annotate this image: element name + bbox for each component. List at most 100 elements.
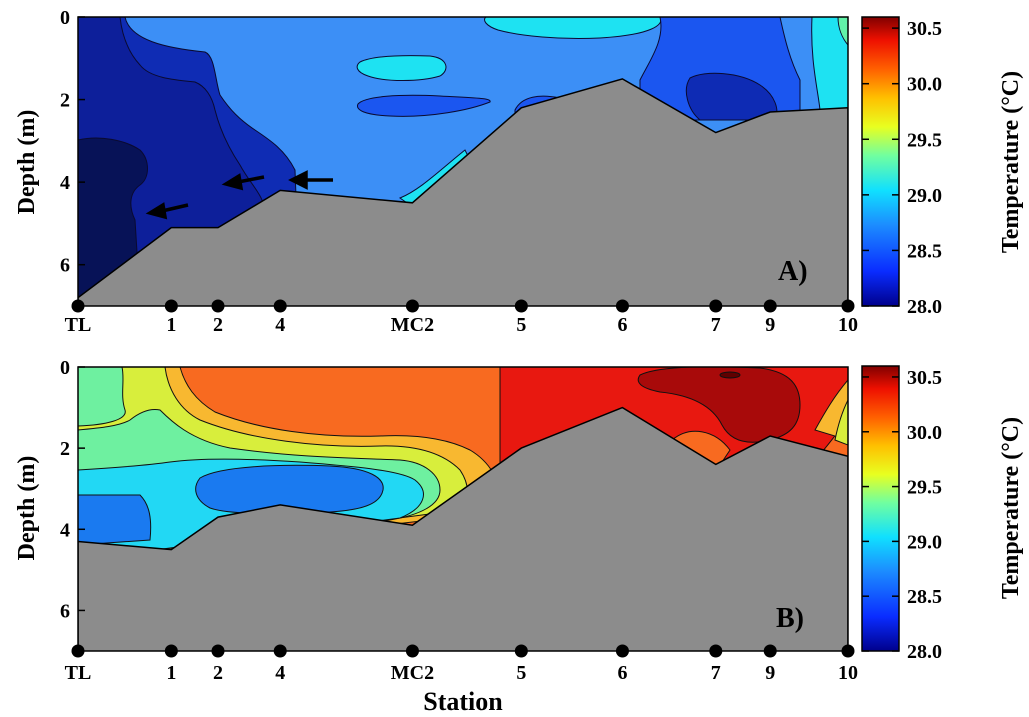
station-dot xyxy=(71,644,85,658)
y-axis-ticks: 0 2 4 6 xyxy=(60,357,85,622)
station-label: TL xyxy=(65,662,92,684)
station-label: 5 xyxy=(516,314,526,336)
colorbar-tick-label: 28.0 xyxy=(907,641,942,663)
station-label: 5 xyxy=(516,662,526,684)
station-dot xyxy=(514,299,528,313)
station-marker: 1 xyxy=(164,299,178,336)
station-axis: TL 1 2 4 MC2 5 6 7 9 10 xyxy=(65,299,858,336)
station-dot xyxy=(405,644,419,658)
colorbar-tick: 28.5 xyxy=(862,240,942,262)
station-marker: 10 xyxy=(838,299,858,336)
y-tick-label: 2 xyxy=(60,438,70,460)
arrow-annotation xyxy=(145,202,189,220)
station-marker: MC2 xyxy=(391,299,434,336)
panel-b-contours xyxy=(78,367,848,651)
colorbar-tick-label: 30.5 xyxy=(907,18,942,40)
y-tick: 6 xyxy=(60,600,85,622)
station-label: 4 xyxy=(275,662,285,684)
y-tick-label: 4 xyxy=(60,172,70,194)
station-label: MC2 xyxy=(391,662,434,684)
station-marker: 5 xyxy=(514,644,528,684)
station-marker: 5 xyxy=(514,299,528,336)
station-label: 6 xyxy=(617,662,627,684)
station-marker: 6 xyxy=(615,299,629,336)
station-dot xyxy=(709,644,723,658)
station-dot xyxy=(211,644,225,658)
station-marker: MC2 xyxy=(391,644,434,684)
x-axis-label: Station xyxy=(423,687,503,716)
y-tick: 4 xyxy=(60,172,85,194)
colorbar-ticks: 28.0 28.5 29.0 29.5 30.0 30.5 xyxy=(862,18,942,318)
station-dot xyxy=(164,299,178,313)
y-tick: 6 xyxy=(60,255,85,277)
station-label: 6 xyxy=(617,314,627,336)
y-tick-label: 6 xyxy=(60,600,70,622)
station-marker: 9 xyxy=(763,299,777,336)
station-dot xyxy=(211,299,225,313)
colorbar: 28.0 28.5 29.0 29.5 30.0 30.5 Temperature (°C… xyxy=(861,365,1024,663)
colorbar-tick: 30.5 xyxy=(862,367,942,389)
y-axis-ticks: 0 2 4 6 xyxy=(60,7,85,277)
colorbar-gradient xyxy=(861,16,900,307)
station-dot xyxy=(273,299,287,313)
station-marker: 2 xyxy=(211,644,225,684)
colorbar-tick-label: 29.0 xyxy=(907,185,942,207)
contour-fill xyxy=(356,55,447,81)
station-marker: 1 xyxy=(164,644,178,684)
colorbar-label: Temperature (°C) xyxy=(998,417,1024,599)
plot-frame xyxy=(77,16,849,307)
arrow-annotation xyxy=(221,173,265,191)
colorbar-tick: 28.0 xyxy=(862,296,942,318)
station-label: 9 xyxy=(765,662,775,684)
station-dot xyxy=(164,644,178,658)
station-dot xyxy=(405,299,419,313)
station-dot xyxy=(615,299,629,313)
station-marker: 4 xyxy=(273,644,287,684)
y-axis-label: Depth (m) xyxy=(14,110,40,215)
contour-fill xyxy=(195,464,384,514)
colorbar-ticks: 28.0 28.5 29.0 29.5 30.0 30.5 xyxy=(862,367,942,663)
station-label: 1 xyxy=(166,314,176,336)
colorbar-tick: 30.5 xyxy=(862,18,942,40)
contour-fill xyxy=(484,17,662,40)
station-dot xyxy=(763,299,777,313)
station-label: 9 xyxy=(765,314,775,336)
station-marker: 10 xyxy=(838,644,858,684)
station-dot xyxy=(71,299,85,313)
station-marker: TL xyxy=(65,644,92,684)
bottom-profile xyxy=(78,78,848,306)
contour-fill xyxy=(685,72,778,121)
y-tick: 2 xyxy=(60,90,85,112)
y-tick-label: 0 xyxy=(60,357,70,379)
station-label: 10 xyxy=(838,314,858,336)
colorbar-tick-label: 29.5 xyxy=(907,129,942,151)
station-label: 4 xyxy=(275,314,285,336)
station-marker: 6 xyxy=(615,644,629,684)
y-tick-label: 2 xyxy=(60,90,70,112)
y-tick: 0 xyxy=(60,357,85,379)
arrow-annotations xyxy=(145,170,333,220)
station-label: MC2 xyxy=(391,314,434,336)
colorbar-tick-label: 29.5 xyxy=(907,477,942,499)
y-tick: 4 xyxy=(60,519,85,541)
contour-fill xyxy=(837,17,848,46)
plot-frame xyxy=(77,366,849,652)
colorbar-tick: 29.5 xyxy=(862,477,942,499)
y-tick-label: 0 xyxy=(60,7,70,29)
station-label: 7 xyxy=(711,662,721,684)
panel-a-contours xyxy=(78,17,848,306)
colorbar-tick: 30.0 xyxy=(862,74,942,96)
station-dot xyxy=(709,299,723,313)
colorbar-tick: 29.5 xyxy=(862,129,942,151)
station-label: 2 xyxy=(213,314,223,336)
station-marker: 9 xyxy=(763,644,777,684)
station-label: 10 xyxy=(838,662,858,684)
colorbar-tick: 28.0 xyxy=(862,641,942,663)
y-tick: 2 xyxy=(60,438,85,460)
colorbar: 28.0 28.5 29.0 29.5 30.0 30.5 Temperature (°C… xyxy=(861,16,1024,318)
contour-fill xyxy=(78,367,126,427)
station-marker: 2 xyxy=(211,299,225,336)
colorbar-label: Temperature (°C) xyxy=(998,71,1024,253)
colorbar-tick-label: 28.0 xyxy=(907,296,942,318)
